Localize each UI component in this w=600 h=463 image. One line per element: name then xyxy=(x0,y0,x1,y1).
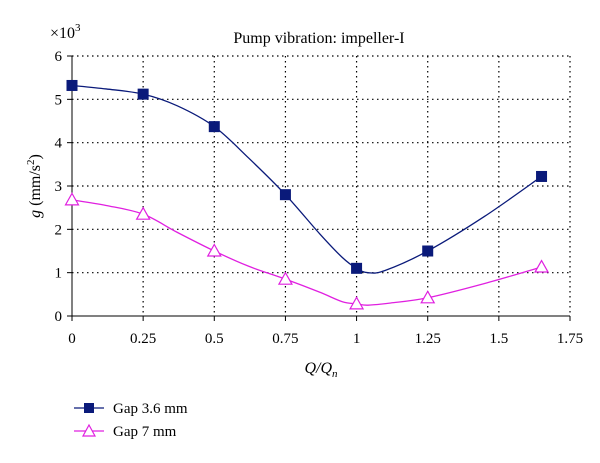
data-point-square xyxy=(208,121,220,133)
chart-title: Pump vibration: impeller-I xyxy=(233,30,404,47)
y-tick-label: 6 xyxy=(55,49,63,65)
grid xyxy=(72,55,571,316)
y-tick-labels: 0 1 2 3 4 5 6 xyxy=(55,49,63,325)
legend-item-gap-7: Gap 7 mm xyxy=(74,423,177,440)
data-point-square xyxy=(66,79,78,91)
series-line xyxy=(71,199,542,306)
y-tick-label: 1 xyxy=(55,266,63,282)
legend: Gap 3.6 mm Gap 7 mm xyxy=(74,401,188,440)
series-layer xyxy=(64,79,550,310)
data-point-triangle xyxy=(534,259,550,273)
series-line xyxy=(71,84,542,274)
scale-prefix: ×10 xyxy=(50,25,75,42)
x-tick-label: 1.25 xyxy=(415,331,441,347)
y-axis-label-var: g xyxy=(27,210,44,218)
x-tick-labels: 0 0.25 0.5 0.75 1 1.25 1.5 1.75 xyxy=(68,331,583,347)
legend-marker-triangle xyxy=(81,423,97,437)
legend-label-gap-7: Gap 7 mm xyxy=(113,424,177,440)
data-point-triangle xyxy=(349,296,365,310)
y-tick-label: 0 xyxy=(55,309,63,325)
data-point-square xyxy=(422,245,434,257)
x-tick-label: 1.75 xyxy=(557,331,583,347)
y-axis-label-unit: (mm/s xyxy=(27,165,44,206)
y-tick-label: 3 xyxy=(55,179,63,195)
y-tick-label: 5 xyxy=(55,92,63,108)
y-tick-label: 2 xyxy=(55,222,63,238)
x-tick-label: 0.5 xyxy=(205,331,224,347)
x-tick-label: 1 xyxy=(353,331,361,347)
x-axis-label-sub: n xyxy=(332,368,338,380)
legend-item-gap-3-6: Gap 3.6 mm xyxy=(74,401,188,417)
data-point-triangle xyxy=(420,290,436,304)
data-point-square xyxy=(279,189,291,201)
data-point-square xyxy=(137,88,149,100)
axes xyxy=(67,55,571,321)
x-tick-label: 0.25 xyxy=(130,331,156,347)
scale-note: ×103 xyxy=(50,22,81,42)
y-axis-label-exp: 2 xyxy=(25,159,37,165)
data-point-triangle xyxy=(64,192,80,206)
data-point-square xyxy=(351,262,363,274)
x-axis-label: Q/Qn xyxy=(304,360,338,380)
series-1 xyxy=(64,192,550,310)
x-tick-label: 0.75 xyxy=(272,331,298,347)
x-axis-label-main: Q/Q xyxy=(304,360,332,377)
scale-exponent: 3 xyxy=(75,22,81,34)
y-tick-label: 4 xyxy=(55,136,63,152)
data-point-triangle xyxy=(277,271,293,285)
y-axis-label-close: ) xyxy=(27,154,44,159)
x-tick-label: 0 xyxy=(68,331,76,347)
y-axis-label: g (mm/s2) xyxy=(25,154,44,218)
data-point-triangle xyxy=(135,206,151,220)
data-point-square xyxy=(536,170,548,182)
series-0 xyxy=(66,79,548,274)
legend-marker-square xyxy=(84,403,94,413)
data-point-triangle xyxy=(206,243,222,257)
legend-label-gap-3-6: Gap 3.6 mm xyxy=(113,401,188,417)
x-tick-label: 1.5 xyxy=(489,331,508,347)
